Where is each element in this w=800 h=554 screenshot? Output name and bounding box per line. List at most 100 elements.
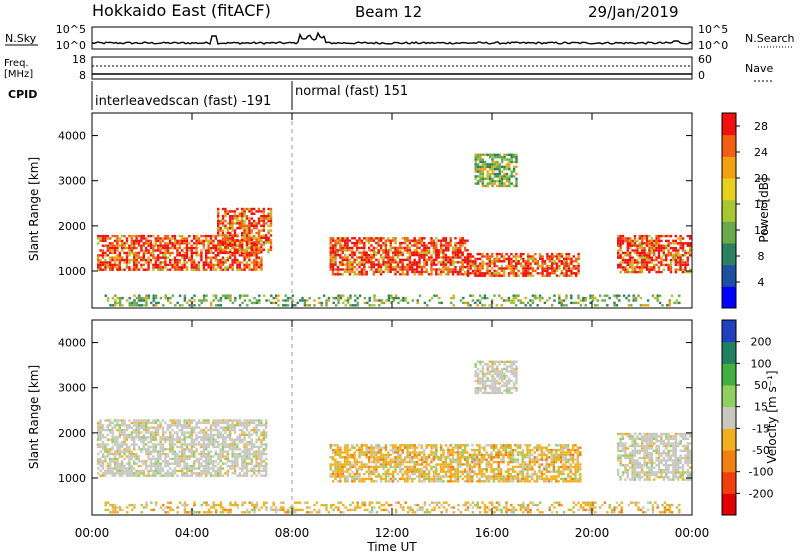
power-cell <box>205 256 208 259</box>
velocity-cell <box>447 465 450 469</box>
power-cell <box>118 258 121 262</box>
power-cell <box>389 270 392 274</box>
velocity-cell <box>471 444 474 447</box>
power-cell <box>339 239 342 242</box>
velocity-cell <box>111 433 114 437</box>
power-cell <box>389 244 392 247</box>
velocity-cell <box>255 460 258 463</box>
velocity-cell <box>219 443 222 446</box>
power-cell <box>394 249 397 252</box>
velocity-cell <box>463 458 467 461</box>
velocity-cell <box>142 436 145 439</box>
power-cell <box>546 267 549 270</box>
power-cell <box>207 249 210 252</box>
power-cell <box>619 270 622 274</box>
power-cell <box>231 229 234 232</box>
power-cell <box>145 294 148 297</box>
power-cell <box>193 258 196 262</box>
velocity-cell <box>217 428 220 432</box>
power-cell <box>157 254 160 257</box>
velocity-cell <box>265 457 268 461</box>
power-cell <box>123 268 126 271</box>
velocity-cell <box>116 450 119 453</box>
velocity-cell <box>130 472 133 475</box>
velocity-cell <box>113 440 117 444</box>
velocity-cell <box>109 438 112 441</box>
power-cell <box>233 241 237 244</box>
velocity-cell <box>147 426 150 429</box>
power-cell <box>217 234 220 237</box>
power-cell <box>519 262 523 265</box>
velocity-cell <box>384 448 388 452</box>
power-cell <box>617 239 620 243</box>
power-cell <box>133 304 136 307</box>
velocity-cell <box>118 464 121 468</box>
velocity-cell <box>341 468 344 471</box>
power-cell <box>396 261 400 264</box>
velocity-cell <box>444 475 448 478</box>
power-cell <box>341 273 344 276</box>
velocity-cell <box>241 455 244 458</box>
velocity-cell <box>185 436 189 439</box>
velocity-cell <box>372 458 376 461</box>
power-cell <box>217 229 220 232</box>
velocity-cell <box>430 460 433 464</box>
power-cell <box>447 270 450 274</box>
velocity-cell <box>111 448 114 451</box>
power-cell <box>217 239 220 243</box>
velocity-cell <box>176 445 179 449</box>
velocity-cell <box>248 452 251 456</box>
velocity-cell <box>459 465 462 469</box>
noise-right-label: N.Search <box>745 32 795 45</box>
velocity-cell <box>173 469 177 473</box>
power-cell <box>260 219 263 223</box>
power-cell <box>669 268 673 271</box>
power-cell <box>214 246 217 250</box>
power-cell <box>224 261 227 264</box>
velocity-cell <box>437 472 440 476</box>
power-cell <box>269 215 273 218</box>
power-cell <box>384 249 388 252</box>
power-cell <box>555 252 559 256</box>
power-cell <box>427 241 431 245</box>
power-cell <box>570 267 573 270</box>
power-cell <box>348 239 352 242</box>
velocity-cell <box>384 463 388 466</box>
velocity-cell <box>449 470 452 473</box>
power-cell <box>253 246 256 250</box>
power-cell <box>238 215 241 218</box>
velocity-cell <box>212 428 215 432</box>
power-cell <box>638 246 641 250</box>
power-cell <box>423 237 426 240</box>
power-cell <box>674 239 677 243</box>
velocity-cell <box>190 443 193 446</box>
power-cell <box>339 249 342 252</box>
power-cell <box>462 296 465 300</box>
power-cell <box>226 210 229 213</box>
power-cell <box>496 156 499 159</box>
velocity-cell <box>116 467 119 470</box>
velocity-cell <box>209 443 213 446</box>
power-cell <box>508 165 511 168</box>
power-cell <box>660 261 663 264</box>
velocity-cell <box>197 464 201 468</box>
velocity-cell <box>171 462 174 465</box>
velocity-cell <box>159 443 162 446</box>
velocity-cell <box>370 456 373 459</box>
velocity-cell <box>185 419 189 422</box>
velocity-cell <box>451 451 455 454</box>
velocity-cell <box>128 472 131 475</box>
power-cell <box>159 246 162 250</box>
velocity-cell <box>262 431 265 434</box>
power-cell <box>624 266 627 269</box>
velocity-cell <box>389 480 392 483</box>
power-cell <box>684 251 687 255</box>
power-cell <box>406 246 409 250</box>
velocity-cell <box>375 458 378 461</box>
power-cell <box>109 246 112 250</box>
velocity-cell <box>377 444 380 447</box>
power-cell <box>411 265 414 269</box>
power-cell <box>452 304 455 307</box>
power-cell <box>650 242 653 245</box>
